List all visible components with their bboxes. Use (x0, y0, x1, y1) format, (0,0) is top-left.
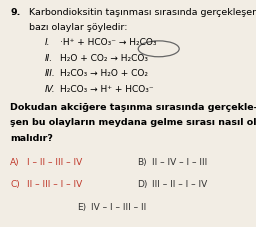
Text: B): B) (137, 158, 147, 167)
Text: bazı olaylar şöyledir:: bazı olaylar şöyledir: (29, 23, 128, 32)
Text: malıdır?: malıdır? (10, 134, 53, 143)
Text: III.: III. (45, 69, 56, 79)
Text: II.: II. (45, 54, 53, 63)
Text: I.: I. (45, 38, 50, 47)
Text: H₂CO₃ → H⁺ + HCO₃⁻: H₂CO₃ → H⁺ + HCO₃⁻ (60, 85, 154, 94)
Text: Dokudan akciğere taşınma sırasında gerçekle-: Dokudan akciğere taşınma sırasında gerçe… (10, 103, 256, 112)
Text: D): D) (137, 180, 147, 190)
Text: II – IV – I – III: II – IV – I – III (152, 158, 208, 167)
Text: ·H⁺ + HCO₃⁻ → H₂CO₃: ·H⁺ + HCO₃⁻ → H₂CO₃ (60, 38, 157, 47)
Text: I – II – III – IV: I – II – III – IV (27, 158, 82, 167)
Text: IV – I – III – II: IV – I – III – II (91, 203, 146, 212)
Text: A): A) (10, 158, 20, 167)
Text: şen bu olayların meydana gelme sırası nasıl ol-: şen bu olayların meydana gelme sırası na… (10, 118, 256, 128)
Text: H₂O + CO₂ → H₂CO₃: H₂O + CO₂ → H₂CO₃ (60, 54, 148, 63)
Text: C): C) (10, 180, 20, 190)
Text: H₂CO₃ → H₂O + CO₂: H₂CO₃ → H₂O + CO₂ (60, 69, 148, 79)
Text: Karbondioksitin taşınması sırasında gerçekleşen: Karbondioksitin taşınması sırasında gerç… (29, 8, 256, 17)
Text: 9.: 9. (10, 8, 21, 17)
Text: E): E) (77, 203, 86, 212)
Text: II – III – I – IV: II – III – I – IV (27, 180, 82, 190)
Text: IV.: IV. (45, 85, 56, 94)
Text: III – II – I – IV: III – II – I – IV (152, 180, 208, 190)
